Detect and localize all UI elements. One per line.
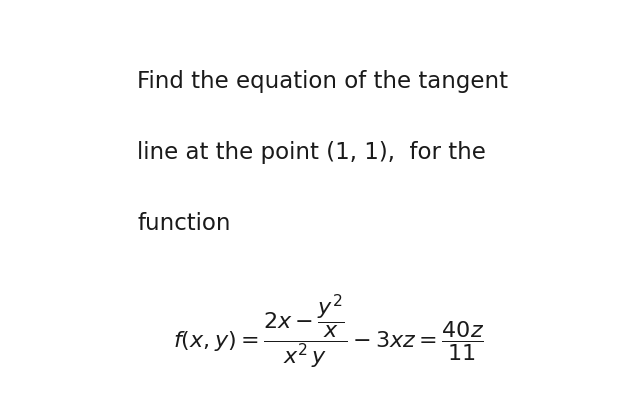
Text: function: function [137,212,231,235]
Text: line at the point (1, 1),  for the: line at the point (1, 1), for the [137,141,487,164]
Text: Find the equation of the tangent: Find the equation of the tangent [137,70,508,93]
Text: $\mathit{f}(x,y) = \dfrac{2x - \dfrac{y^{2}}{x}}{x^{2}\, y} - 3xz = \dfrac{40z}{: $\mathit{f}(x,y) = \dfrac{2x - \dfrac{y^… [173,292,485,371]
